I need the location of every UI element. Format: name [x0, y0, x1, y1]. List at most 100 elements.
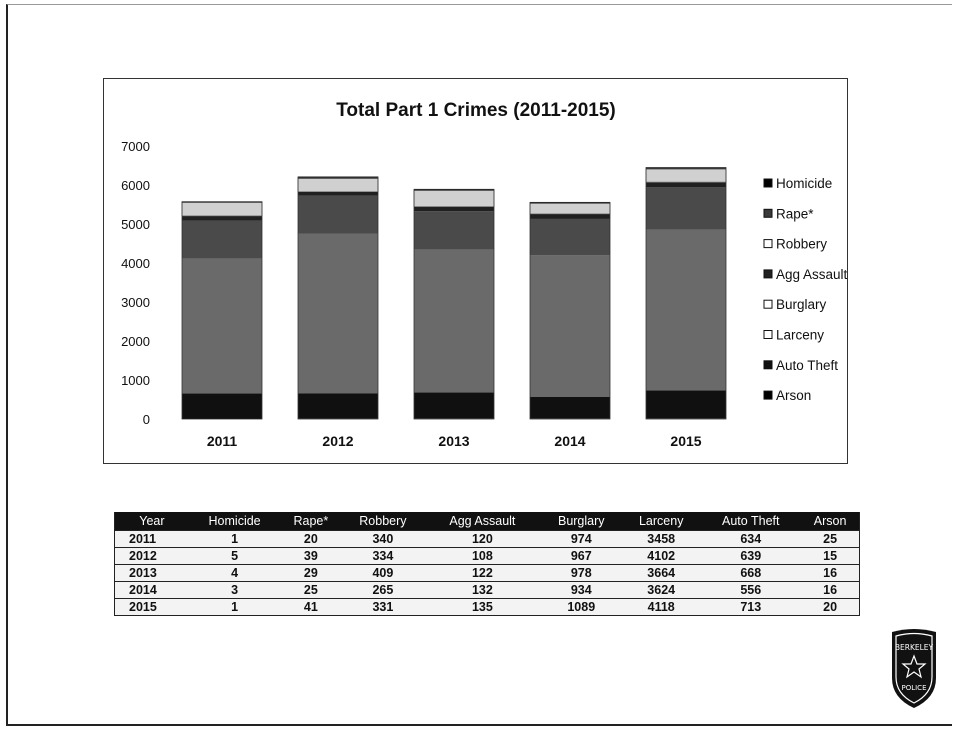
- table-cell: 2013: [114, 564, 189, 582]
- y-tick-label: 2000: [121, 334, 150, 349]
- bar-segment: [646, 182, 726, 188]
- table-cell: 108: [424, 547, 541, 565]
- table-cell: 713: [700, 598, 802, 616]
- table-cell: 3458: [622, 530, 701, 548]
- y-tick-label: 3000: [121, 295, 150, 310]
- table-cell: 29: [280, 564, 342, 582]
- table-cell: 639: [700, 547, 802, 565]
- table-cell: 634: [700, 530, 802, 548]
- table-cell: 3624: [622, 581, 701, 599]
- stacked-bar-chart: Total Part 1 Crimes (2011-2015) 0 1000 2000…: [121, 100, 848, 449]
- legend-label: Larceny: [776, 328, 824, 343]
- logo-bottom-text: POLICE: [901, 684, 926, 692]
- bar-outline: [529, 201, 611, 420]
- bar-segment: [646, 390, 726, 419]
- y-tick-label: 4000: [121, 256, 150, 271]
- table-cell: 41: [280, 598, 342, 616]
- legend-label: Burglary: [776, 297, 827, 312]
- table-cell: 2011: [114, 530, 189, 548]
- bar-segment: [646, 167, 726, 170]
- bar-segment: [298, 191, 378, 196]
- bar-outline: [413, 188, 495, 420]
- bar-segment: [182, 393, 262, 419]
- star-icon: [901, 654, 927, 679]
- berkeley-police-badge-logo: BERKELEY POLICE: [884, 628, 944, 710]
- table-row: 2013 4 29 409 122 978 3664 668 16: [114, 564, 860, 582]
- table-cell: 265: [341, 581, 425, 599]
- header-agg-assault: Agg Assault: [424, 512, 541, 531]
- legend-label: Arson: [776, 388, 811, 403]
- header-larceny: Larceny: [622, 512, 701, 531]
- table-cell: 934: [540, 581, 623, 599]
- table-cell: 4118: [622, 598, 701, 616]
- bar-outline: [181, 201, 263, 420]
- table-cell: 5: [188, 547, 281, 565]
- bar-segment: [530, 396, 610, 419]
- bar-segment: [181, 202, 263, 217]
- table-cell: 20: [801, 598, 860, 616]
- table-cell: 334: [341, 547, 425, 565]
- bar-segment: [530, 218, 610, 256]
- table-cell: 1089: [540, 598, 623, 616]
- header-homicide: Homicide: [188, 512, 281, 531]
- bar-segment: [529, 203, 611, 215]
- legend-swatch: [763, 330, 773, 339]
- table-cell: 556: [700, 581, 802, 599]
- bar-segment: [182, 220, 262, 259]
- table-cell: 409: [341, 564, 425, 582]
- legend-label: Agg Assault: [776, 267, 848, 282]
- y-tick-label: 6000: [121, 178, 150, 193]
- bar-segment: [414, 189, 494, 191]
- bar-segment: [414, 392, 494, 419]
- slide-frame: [6, 4, 952, 726]
- bar-outline: [645, 167, 727, 420]
- bar-segment: [530, 213, 610, 219]
- legend-swatch: [763, 269, 773, 279]
- table-cell: 967: [540, 547, 623, 565]
- header-robbery: Robbery: [341, 512, 425, 531]
- bar-segment: [298, 393, 378, 419]
- legend-label: Robbery: [776, 237, 827, 252]
- table-cell: 974: [540, 530, 623, 548]
- header-arson: Arson: [801, 512, 860, 531]
- bar-segment: [530, 202, 610, 204]
- y-tick-label: 7000: [121, 139, 150, 154]
- x-tick-label: 2011: [207, 433, 238, 449]
- header-rape: Rape*: [280, 512, 342, 531]
- table-cell: 4: [188, 564, 281, 582]
- table-row: 2012 5 39 334 108 967 4102 639 15: [114, 547, 860, 565]
- table-cell: 2015: [114, 598, 189, 616]
- table-cell: 668: [700, 564, 802, 582]
- table-cell: 340: [341, 530, 425, 548]
- table-cell: 978: [540, 564, 623, 582]
- legend-swatch: [763, 208, 773, 218]
- table-cell: 25: [801, 530, 860, 548]
- legend-swatch: [763, 360, 773, 370]
- table-cell: 1: [188, 598, 281, 616]
- table-cell: 1: [188, 530, 281, 548]
- legend-label: Homicide: [776, 176, 832, 191]
- chart-container: Total Part 1 Crimes (2011-2015) 0 1000 2000…: [103, 78, 848, 464]
- bar-segment: [413, 190, 495, 207]
- x-tick-label: 2014: [554, 433, 585, 449]
- table-cell: 39: [280, 547, 342, 565]
- bar-segment: [298, 177, 378, 179]
- header-year: Year: [114, 512, 189, 531]
- table-cell: 132: [424, 581, 541, 599]
- badge-icon: BERKELEY POLICE: [892, 629, 936, 708]
- bar-segment: [298, 233, 378, 394]
- table-cell: 135: [424, 598, 541, 616]
- bar-segment: [414, 211, 494, 250]
- table-cell: 20: [280, 530, 342, 548]
- bar-segment: [646, 187, 726, 230]
- table-cell: 16: [801, 581, 860, 599]
- y-tick-label: 0: [143, 412, 150, 427]
- table-cell: 120: [424, 530, 541, 548]
- bar-segment: [182, 258, 262, 394]
- bar-segment: [414, 249, 494, 393]
- bar-segment: [182, 418, 262, 419]
- bar-segment: [645, 168, 727, 183]
- logo-top-text: BERKELEY: [895, 643, 934, 652]
- bar-segment: [530, 255, 610, 397]
- table-row: 2015 1 41 331 135 1089 4118 713 20: [114, 598, 860, 616]
